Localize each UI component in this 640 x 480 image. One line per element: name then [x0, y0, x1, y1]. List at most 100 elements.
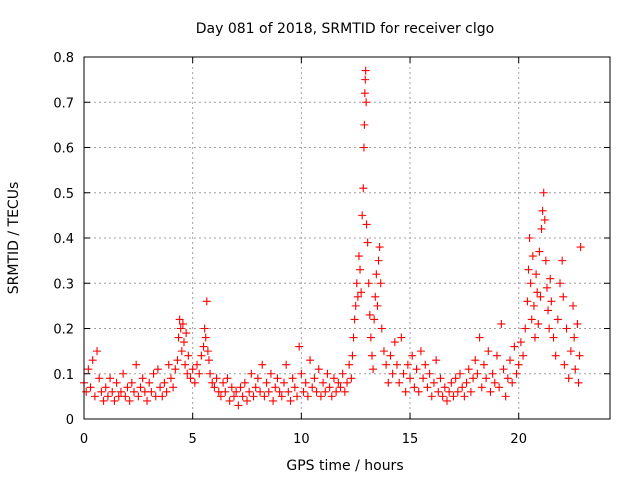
data-point	[108, 387, 117, 396]
data-point	[325, 383, 334, 392]
data-point	[247, 369, 256, 378]
data-point	[451, 374, 460, 383]
data-point	[349, 333, 358, 342]
y-axis-label: SRMTID / TECUs	[6, 182, 22, 295]
data-point	[469, 374, 478, 383]
data-point	[132, 360, 141, 369]
data-point	[188, 365, 197, 374]
data-point	[176, 324, 185, 333]
data-point	[376, 279, 385, 288]
data-point	[566, 347, 575, 356]
data-point	[190, 378, 199, 387]
data-point	[527, 315, 536, 324]
data-point	[564, 374, 573, 383]
data-point	[549, 333, 558, 342]
grid	[84, 57, 610, 419]
data-point	[251, 383, 260, 392]
data-point	[301, 378, 310, 387]
data-point	[175, 315, 184, 324]
data-point	[551, 351, 560, 360]
data-point	[382, 360, 391, 369]
data-point	[181, 360, 190, 369]
data-point	[453, 387, 462, 396]
data-point	[173, 356, 182, 365]
data-point	[356, 265, 365, 274]
data-point	[516, 338, 525, 347]
data-point	[284, 387, 293, 396]
data-point	[269, 396, 278, 405]
data-point	[392, 360, 401, 369]
data-point	[345, 360, 354, 369]
x-tick-label: 20	[510, 432, 527, 447]
data-point	[183, 369, 192, 378]
data-point	[206, 369, 215, 378]
data-point	[488, 369, 497, 378]
data-point	[347, 374, 356, 383]
data-point	[145, 378, 154, 387]
data-point	[501, 392, 510, 401]
data-point	[308, 383, 317, 392]
y-tick-label: 0.7	[53, 96, 74, 111]
data-point	[134, 392, 143, 401]
data-point	[574, 378, 583, 387]
data-point	[238, 392, 247, 401]
data-point	[539, 188, 548, 197]
data-point	[338, 369, 347, 378]
data-point	[442, 396, 451, 405]
data-point	[316, 392, 325, 401]
x-axis-label: GPS time / hours	[286, 458, 403, 474]
data-point	[362, 220, 371, 229]
data-point	[321, 387, 330, 396]
data-point	[352, 279, 361, 288]
data-point	[525, 234, 534, 242]
data-point	[536, 292, 545, 301]
data-point	[466, 387, 475, 396]
data-point	[363, 238, 372, 247]
data-point	[121, 392, 130, 401]
data-point	[523, 297, 532, 306]
data-point	[166, 374, 175, 383]
data-point	[361, 66, 370, 75]
data-point	[423, 383, 432, 392]
data-point	[506, 356, 515, 365]
data-point	[138, 374, 147, 383]
data-point	[524, 265, 533, 274]
data-point	[425, 369, 434, 378]
data-point	[262, 378, 271, 387]
data-point	[147, 387, 156, 396]
data-point	[149, 369, 158, 378]
data-point	[203, 347, 212, 356]
data-point	[401, 387, 410, 396]
data-point	[169, 383, 178, 392]
data-point	[88, 356, 97, 365]
data-point	[99, 396, 108, 405]
data-point	[462, 378, 471, 387]
data-point	[526, 279, 535, 288]
data-point	[186, 374, 195, 383]
x-tick-label: 15	[402, 432, 419, 447]
data-point	[460, 392, 469, 401]
data-point	[361, 75, 370, 84]
data-point	[533, 288, 542, 297]
y-tick-label: 0.2	[53, 323, 74, 338]
data-point	[240, 378, 249, 387]
data-point	[256, 387, 265, 396]
data-point	[112, 378, 121, 387]
data-point	[379, 347, 388, 356]
data-point	[204, 356, 213, 365]
data-point	[529, 301, 538, 310]
data-point	[210, 383, 219, 392]
data-point	[447, 378, 456, 387]
data-point	[510, 342, 519, 351]
data-point	[178, 319, 187, 328]
data-point	[323, 369, 332, 378]
data-point	[458, 383, 467, 392]
data-point	[334, 378, 343, 387]
data-point	[576, 243, 585, 252]
data-point	[160, 378, 169, 387]
data-point	[531, 333, 540, 342]
data-point	[286, 396, 295, 405]
data-point	[358, 211, 367, 220]
data-point	[477, 383, 486, 392]
data-point	[221, 387, 230, 396]
